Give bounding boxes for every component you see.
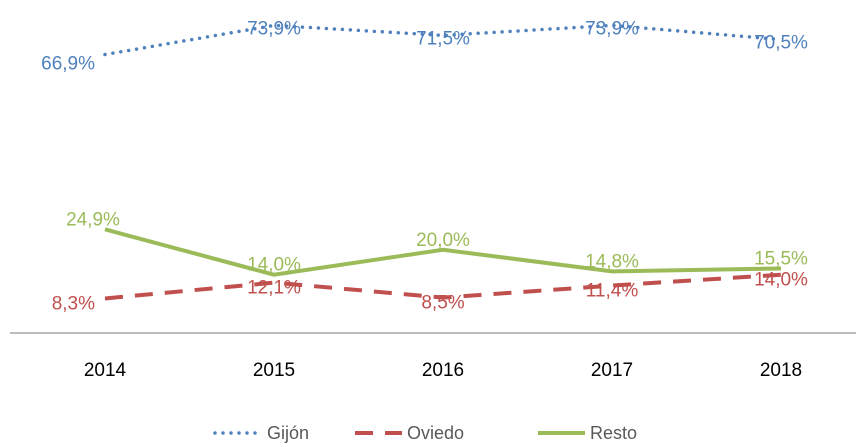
data-label: 70,5% (754, 33, 808, 54)
legend-label: Gijón (267, 423, 309, 443)
series-line (104, 227, 782, 277)
data-label: 66,9% (41, 54, 95, 75)
x-tick-label: 2018 (760, 360, 802, 381)
data-label: 73,9% (585, 18, 639, 39)
data-label: 24,9% (66, 209, 120, 230)
data-label: 11,4% (586, 281, 639, 302)
series-line (104, 272, 782, 301)
series-line (103, 23, 783, 57)
data-label: 8,5% (421, 293, 464, 314)
x-tick-label: 2015 (253, 360, 295, 381)
data-label: 20,0% (416, 230, 470, 251)
data-label: 15,5% (754, 248, 808, 269)
data-label: 73,9% (247, 18, 301, 39)
data-label: 14,0% (247, 255, 301, 276)
data-label: 8,3% (52, 293, 95, 314)
data-label: 12,1% (247, 278, 301, 299)
data-label: 71,5% (416, 28, 470, 49)
legend-label: Oviedo (407, 423, 464, 443)
legend-label: Resto (590, 423, 637, 443)
data-label: 14,8% (585, 251, 639, 272)
x-tick-label: 2017 (591, 360, 633, 381)
x-tick-label: 2014 (84, 360, 127, 381)
data-label: 14,0% (754, 270, 808, 291)
x-tick-label: 2016 (422, 360, 464, 381)
